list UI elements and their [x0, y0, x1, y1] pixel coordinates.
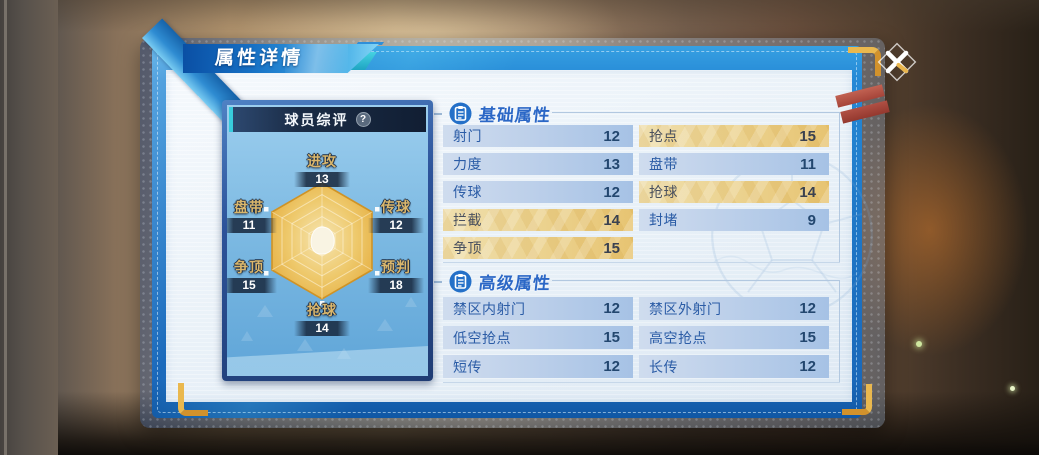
attr-value: 13	[603, 155, 620, 173]
close-icon	[877, 42, 917, 82]
attr-cell: 传球 12	[443, 181, 633, 203]
sparkle-dot	[916, 341, 922, 347]
attr-cell: 抢点 15	[639, 125, 829, 147]
section-frame-line	[839, 280, 840, 383]
attr-label: 长传	[649, 358, 678, 375]
attr-cell: 禁区内射门 12	[443, 297, 633, 320]
radar-axis-value: 13	[294, 172, 350, 187]
attr-cell: 盘带 11	[639, 153, 829, 175]
attr-label: 射门	[453, 128, 482, 144]
attr-label: 力度	[453, 156, 482, 172]
attr-value: 12	[799, 358, 816, 375]
radar-axis-value: 12	[368, 218, 424, 233]
attr-cell: 力度 13	[443, 153, 633, 175]
attr-label: 传球	[453, 184, 482, 200]
dialog-title: 属性详情	[214, 48, 304, 69]
attr-value: 12	[603, 358, 620, 375]
attr-value: 14	[799, 183, 816, 201]
section-title: 基础属性	[477, 106, 552, 125]
attr-label: 拦截	[453, 212, 482, 228]
attr-value: 12	[603, 127, 620, 145]
attr-label: 高空抢点	[649, 329, 707, 346]
radar-axis: 争顶 15	[227, 257, 277, 293]
radar-axis: 盘带 11	[227, 197, 277, 233]
attr-label: 短传	[453, 358, 482, 375]
section-frame-line	[443, 382, 840, 383]
attr-label: 禁区外射门	[649, 300, 722, 317]
attr-value: 9	[807, 211, 816, 229]
radar-axis: 进攻 13	[294, 151, 350, 187]
attr-value: 12	[799, 300, 816, 317]
help-icon[interactable]: ?	[355, 112, 371, 127]
player-rating-panel-body: 球员综评 ?	[227, 105, 428, 376]
radar-axis-value: 18	[368, 278, 424, 293]
attr-label: 抢点	[649, 128, 678, 144]
attr-value: 15	[799, 329, 816, 346]
attr-value: 15	[799, 127, 816, 145]
attr-cell: 短传 12	[443, 355, 633, 378]
clipboard-icon	[449, 102, 472, 125]
header-dash	[434, 112, 442, 115]
background-wall-highlight	[4, 0, 7, 455]
radar-axis-label: 进攻	[307, 153, 337, 169]
radar-axis: 传球 12	[368, 197, 424, 233]
attr-cell: 长传 12	[639, 355, 829, 378]
attr-label: 抢球	[649, 184, 678, 200]
radar-axis: 抢球 14	[294, 300, 350, 336]
attr-cell: 争顶 15	[443, 237, 633, 259]
radar-axis-label: 抢球	[307, 302, 337, 318]
gold-corner-bracket	[178, 383, 208, 416]
radar-axis-label: 争顶	[234, 259, 264, 275]
section-header-advanced: 高级属性	[434, 269, 552, 294]
attr-cell: 射门 12	[443, 125, 633, 147]
attr-label: 封堵	[649, 212, 678, 228]
attr-value: 12	[603, 183, 620, 201]
player-rating-panel: 球员综评 ?	[222, 100, 433, 381]
attr-cell: 封堵 9	[639, 209, 829, 231]
section-frame-line	[443, 262, 840, 263]
sparkle-dot	[1010, 386, 1015, 391]
attr-cell: 高空抢点 15	[639, 326, 829, 349]
attr-label: 禁区内射门	[453, 300, 526, 317]
panel-header: 球员综评 ?	[229, 107, 426, 132]
clipboard-icon	[449, 270, 472, 293]
attr-value: 15	[603, 329, 620, 346]
attr-cell: 禁区外射门 12	[639, 297, 829, 320]
radar-axis-value: 15	[227, 278, 277, 293]
section-frame-line	[552, 280, 839, 281]
radar-axis-label: 传球	[381, 199, 411, 215]
background-wall	[0, 0, 58, 455]
header-dash	[434, 280, 442, 283]
radar-axis-label: 预判	[381, 259, 411, 275]
radar-axis-value: 11	[227, 218, 277, 233]
radar-chart	[241, 177, 417, 359]
panel-title: 球员综评	[284, 111, 349, 128]
attr-cell: 低空抢点 15	[443, 326, 633, 349]
banner-highlight	[284, 44, 348, 73]
radar-axis-value: 14	[294, 321, 350, 336]
dialog-title-banner: 属性详情	[183, 44, 379, 73]
section-header-basic: 基础属性	[434, 101, 552, 126]
attr-value: 14	[603, 211, 620, 229]
attr-label: 低空抢点	[453, 329, 511, 346]
attr-value: 15	[603, 239, 620, 257]
attr-cell: 抢球 14	[639, 181, 829, 203]
radar-axis-label: 盘带	[234, 199, 264, 215]
attr-value: 11	[800, 155, 816, 173]
close-button[interactable]	[875, 40, 919, 84]
section-frame-line	[552, 112, 839, 113]
section-frame-line	[839, 112, 840, 263]
gold-corner-bracket	[848, 47, 881, 76]
attr-value: 12	[603, 300, 620, 317]
gold-corner-bracket	[842, 384, 872, 415]
attr-label: 盘带	[649, 156, 678, 172]
section-title: 高级属性	[477, 274, 552, 293]
attr-cell: 拦截 14	[443, 209, 633, 231]
radar-axis: 预判 18	[368, 257, 424, 293]
attr-label: 争顶	[453, 240, 482, 256]
